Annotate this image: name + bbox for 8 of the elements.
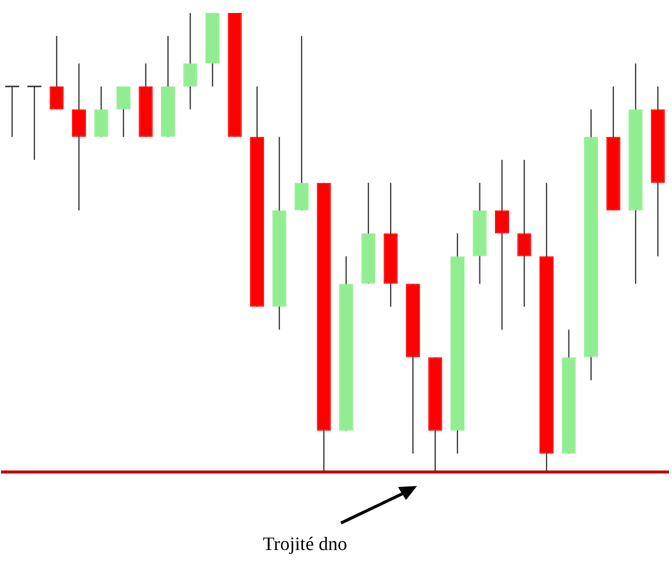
candlestick (26, 86, 42, 160)
candlestick (494, 159, 510, 330)
text: Trojité dno (262, 534, 348, 556)
candlestick (4, 86, 20, 138)
candlestick (183, 12, 198, 110)
candlestick (116, 86, 130, 138)
candlestick (50, 35, 64, 110)
candlestick (517, 159, 532, 308)
